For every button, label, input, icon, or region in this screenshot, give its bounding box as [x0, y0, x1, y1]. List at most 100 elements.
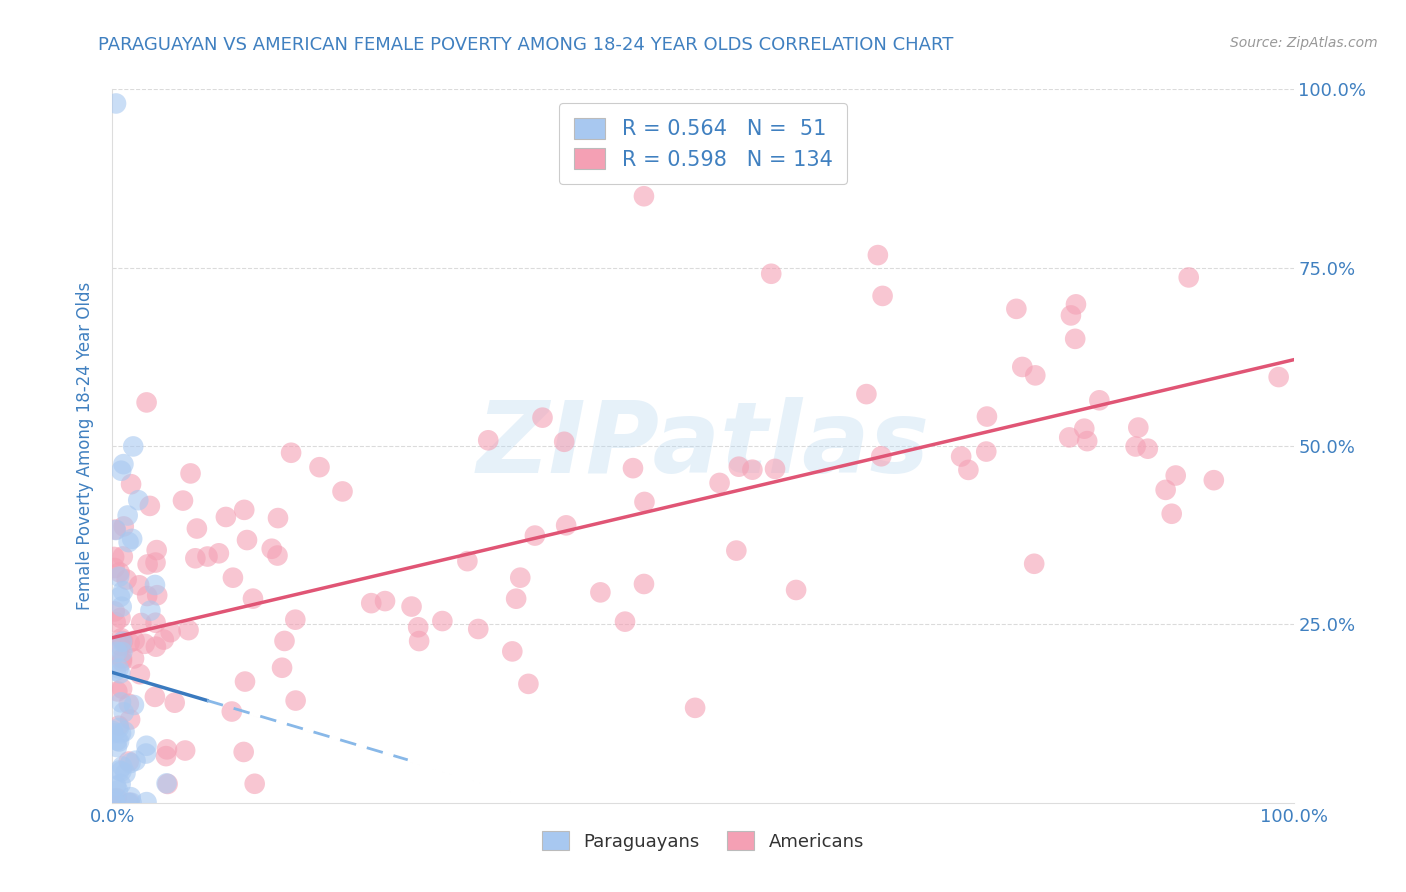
Point [107, 661, 129, 675]
Point [1057, 430, 1080, 444]
Point [872, 289, 894, 303]
Point [406, 620, 429, 634]
Point [145, 543, 167, 558]
Point [215, 510, 238, 524]
Point [146, 588, 169, 602]
Point [104, 561, 127, 575]
Point [633, 189, 655, 203]
Point [118, 796, 141, 810]
Point [111, 634, 134, 648]
Point [128, 667, 150, 681]
Point [111, 549, 134, 564]
Point [683, 701, 706, 715]
Point [408, 634, 430, 648]
Point [108, 764, 131, 778]
Point [456, 554, 478, 568]
Point [110, 777, 132, 791]
Point [135, 795, 157, 809]
Point [1060, 309, 1083, 323]
Point [135, 747, 157, 761]
Point [184, 551, 207, 566]
Point [155, 749, 177, 764]
Point [974, 444, 997, 458]
Point [233, 503, 256, 517]
Point [870, 449, 893, 463]
Point [1064, 297, 1087, 311]
Point [155, 776, 177, 790]
Point [110, 666, 132, 681]
Point [112, 519, 135, 533]
Point [1125, 440, 1147, 454]
Point [1024, 557, 1046, 571]
Point [156, 742, 179, 756]
Point [976, 409, 998, 424]
Point [129, 615, 152, 630]
Point [110, 639, 132, 653]
Point [120, 477, 142, 491]
Point [1202, 473, 1225, 487]
Point [122, 698, 145, 712]
Point [1136, 442, 1159, 456]
Point [308, 460, 330, 475]
Point [108, 566, 131, 580]
Point [111, 645, 134, 659]
Point [120, 756, 142, 770]
Point [1088, 393, 1111, 408]
Point [112, 457, 135, 471]
Point [273, 634, 295, 648]
Point [222, 571, 245, 585]
Point [855, 387, 877, 401]
Point [401, 599, 423, 614]
Point [122, 439, 145, 453]
Point [1160, 507, 1182, 521]
Point [117, 508, 139, 523]
Point [114, 724, 136, 739]
Point [103, 794, 125, 808]
Point [111, 759, 134, 773]
Point [957, 463, 980, 477]
Point [110, 726, 132, 740]
Point [232, 745, 254, 759]
Point [108, 570, 131, 584]
Point [284, 613, 307, 627]
Point [236, 533, 259, 547]
Point [136, 589, 159, 603]
Point [110, 464, 132, 478]
Point [332, 484, 354, 499]
Point [243, 777, 266, 791]
Point [111, 655, 134, 669]
Point [136, 558, 159, 572]
Point [118, 755, 141, 769]
Point [111, 633, 134, 648]
Point [208, 546, 231, 560]
Point [104, 523, 127, 537]
Point [120, 790, 142, 805]
Point [727, 459, 749, 474]
Point [117, 796, 139, 810]
Point [105, 96, 128, 111]
Point [1073, 422, 1095, 436]
Point [242, 591, 264, 606]
Point [197, 549, 219, 564]
Point [1128, 420, 1150, 434]
Point [114, 766, 136, 780]
Point [143, 578, 166, 592]
Point [477, 434, 499, 448]
Point [145, 615, 167, 630]
Point [785, 582, 807, 597]
Point [139, 604, 162, 618]
Point [120, 713, 142, 727]
Point [111, 681, 134, 696]
Point [531, 410, 554, 425]
Point [124, 633, 146, 648]
Point [105, 791, 128, 805]
Point [111, 599, 134, 614]
Point [156, 777, 179, 791]
Point [103, 791, 125, 805]
Point [509, 571, 531, 585]
Point [172, 493, 194, 508]
Point [555, 518, 578, 533]
Point [108, 721, 131, 735]
Text: ZIPatlas: ZIPatlas [477, 398, 929, 494]
Point [117, 535, 139, 549]
